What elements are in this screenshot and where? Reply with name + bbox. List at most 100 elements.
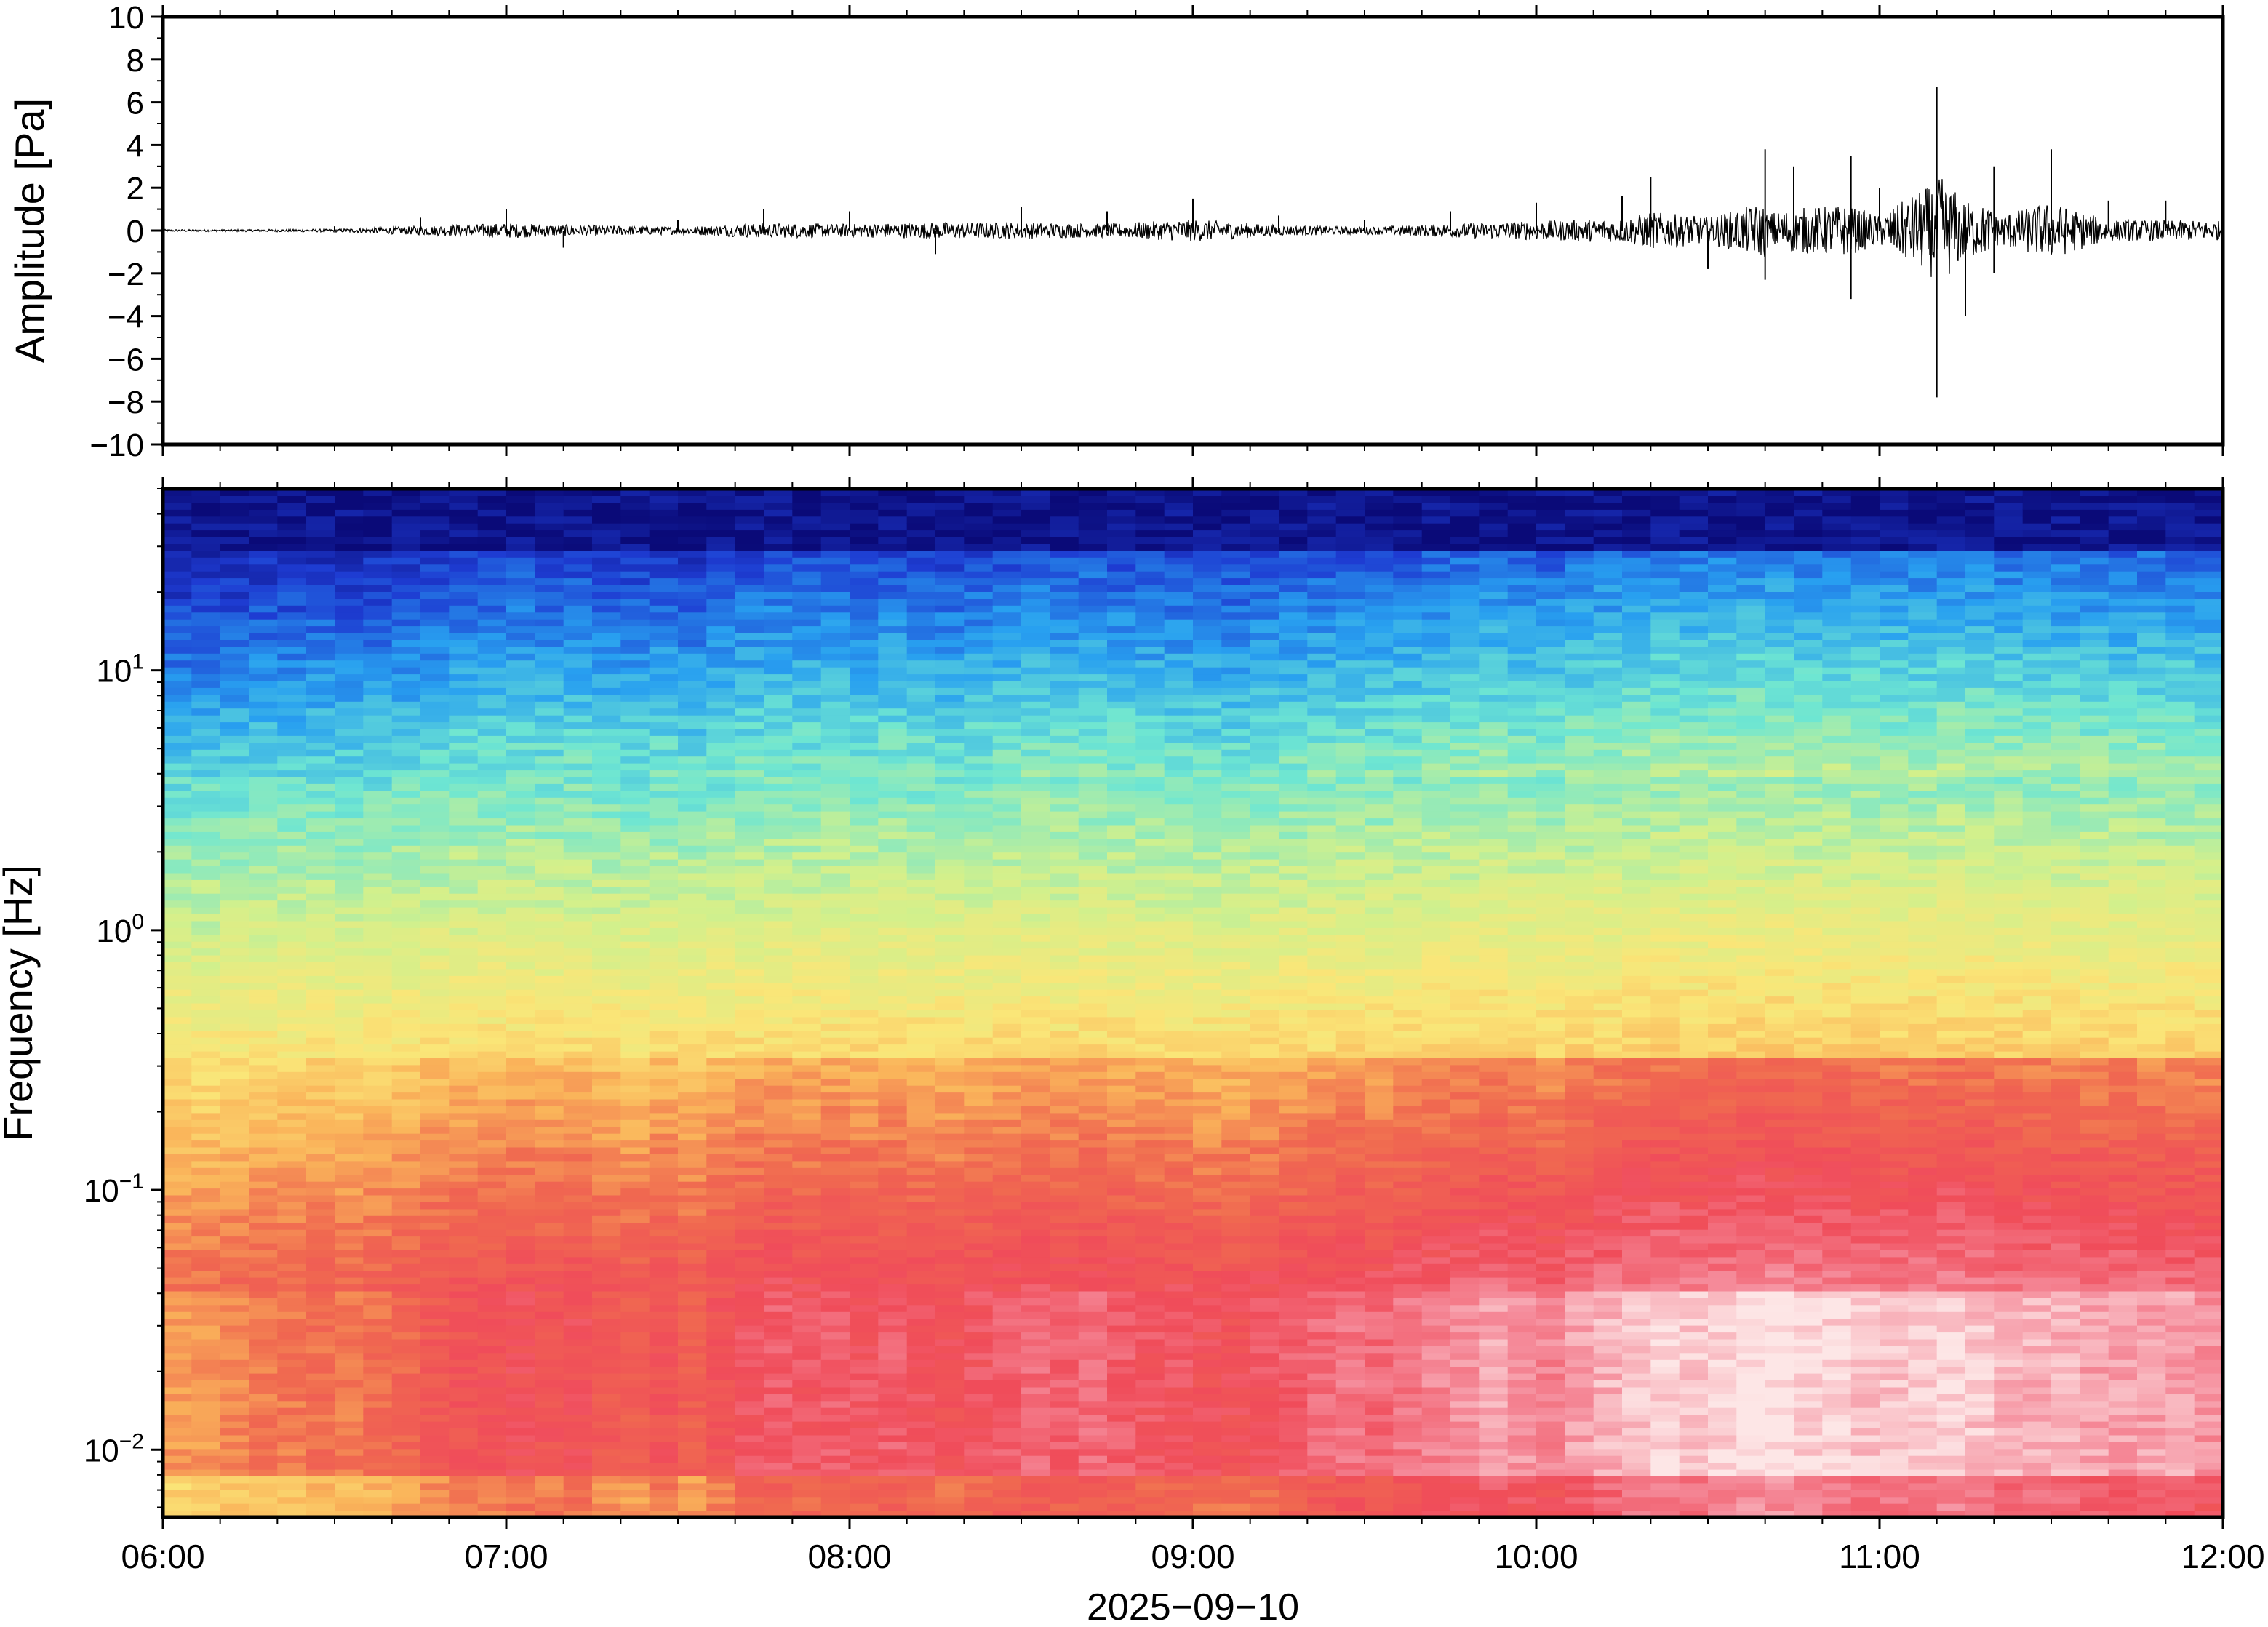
spectrogram-cell — [1021, 1332, 1050, 1340]
spectrogram-cell — [993, 1442, 1022, 1449]
spectrogram-cell — [363, 1257, 392, 1264]
spectrogram-cell — [964, 1031, 993, 1038]
spectrogram-cell — [564, 1263, 593, 1271]
spectrogram-cell — [935, 1332, 965, 1340]
spectrogram-cell — [620, 1106, 650, 1113]
spectrogram-cell — [935, 1236, 965, 1244]
spectrogram-cell — [935, 626, 965, 633]
spectrogram-cell — [420, 839, 450, 846]
spectrogram-cell — [964, 1428, 993, 1436]
spectrogram-cell — [392, 1140, 421, 1148]
spectrogram-cell — [907, 921, 936, 928]
spectrogram-cell — [706, 1031, 735, 1038]
spectrogram-cell — [592, 1215, 621, 1223]
spectrogram-cell — [535, 914, 564, 922]
spectrogram-cell — [678, 557, 707, 564]
spectrogram-cell — [392, 1469, 421, 1476]
spectrogram-cell — [706, 1476, 735, 1483]
spectrogram-cell — [249, 1243, 278, 1250]
spectrogram-cell — [220, 1497, 249, 1504]
spectrogram-cell — [878, 1161, 907, 1168]
spectrogram-cell — [821, 900, 850, 908]
spectrogram-cell — [993, 1435, 1022, 1442]
spectrogram-cell — [564, 1195, 593, 1202]
spectrogram-cell — [650, 591, 679, 599]
waveform-y-tick-label: 8 — [127, 43, 144, 79]
spectrogram-cell — [620, 1380, 650, 1388]
spectrogram-cell — [392, 619, 421, 626]
spectrogram-cell — [678, 516, 707, 524]
spectrogram-cell — [821, 523, 850, 530]
spectrogram-cell — [993, 866, 1022, 874]
spectrogram-cell — [878, 1476, 907, 1483]
spectrogram-cell — [878, 1401, 907, 1408]
spectrogram-cell — [878, 1469, 907, 1476]
spectrogram-cell — [535, 1271, 564, 1278]
spectrogram-cell — [220, 1463, 249, 1470]
spectrogram-cell — [506, 1250, 535, 1257]
spectrogram-cell — [821, 1346, 850, 1353]
spectrogram-cell — [907, 1223, 936, 1230]
spectrogram-cell — [792, 1339, 821, 1346]
spectrogram-cell — [449, 1243, 478, 1250]
spectrogram-cell — [935, 1092, 965, 1100]
spectrogram-cell — [163, 1229, 192, 1236]
spectrogram-cell — [935, 941, 965, 948]
spectrogram-cell — [506, 715, 535, 722]
spectrogram-cell — [678, 770, 707, 777]
spectrogram-cell — [821, 1037, 850, 1044]
spectrogram-cell — [993, 1305, 1022, 1312]
spectrogram-cell — [850, 839, 879, 846]
spectrogram-cell — [220, 770, 249, 777]
spectrogram-cell — [821, 1167, 850, 1175]
spectrogram-cell — [277, 1010, 306, 1017]
spectrogram-cell — [191, 989, 220, 996]
spectrogram-cell — [392, 859, 421, 866]
spectrogram-cell — [620, 1058, 650, 1065]
spectrogram-cell — [650, 708, 679, 716]
spectrogram-cell — [650, 859, 679, 866]
spectrogram-cell — [1079, 1442, 1108, 1449]
spectrogram-cell — [449, 1469, 478, 1476]
spectrogram-cell — [220, 921, 249, 928]
spectrogram-cell — [392, 1332, 421, 1340]
spectrogram-cell — [392, 887, 421, 894]
spectrogram-cell — [907, 1195, 936, 1202]
spectrogram-cell — [449, 1476, 478, 1483]
waveform-y-tick-label: 4 — [127, 128, 144, 164]
spectrogram-cell — [620, 1415, 650, 1422]
spectrogram-cell — [564, 1407, 593, 1415]
spectrogram-cell — [249, 873, 278, 880]
spectrogram-cell — [592, 1188, 621, 1196]
spectrogram-cell — [993, 1023, 1022, 1031]
spectrogram-cell — [964, 1305, 993, 1312]
spectrogram-cell — [907, 509, 936, 516]
spectrogram-cell — [1021, 1010, 1050, 1017]
spectrogram-cell — [335, 523, 364, 530]
spectrogram-cell — [850, 1127, 879, 1134]
spectrogram-cell — [993, 735, 1022, 743]
spectrogram-cell — [420, 516, 450, 524]
spectrogram-cell — [163, 633, 192, 640]
spectrogram-cell — [506, 763, 535, 770]
spectrogram-cell — [363, 523, 392, 530]
spectrogram-cell — [764, 543, 793, 551]
spectrogram-cell — [1021, 715, 1050, 722]
spectrogram-cell — [306, 537, 335, 544]
spectrogram-cell — [306, 687, 335, 695]
spectrogram-cell — [678, 777, 707, 784]
spectrogram-cell — [1021, 605, 1050, 612]
spectrogram-cell — [1079, 1332, 1108, 1340]
spectrogram-cell — [249, 1154, 278, 1161]
spectrogram-cell — [735, 831, 764, 839]
spectrogram-cell — [335, 743, 364, 750]
spectrogram-cell — [564, 975, 593, 983]
spectrogram-cell — [706, 1058, 735, 1065]
spectrogram-cell — [706, 1229, 735, 1236]
spectrogram-cell — [478, 1476, 507, 1483]
spectrogram-cell — [907, 715, 936, 722]
spectrogram-cell — [706, 777, 735, 784]
spectrogram-cell — [564, 1071, 593, 1079]
spectrogram-cell — [592, 1346, 621, 1353]
spectrogram-cell — [993, 749, 1022, 756]
